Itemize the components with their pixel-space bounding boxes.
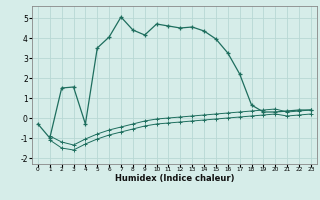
- X-axis label: Humidex (Indice chaleur): Humidex (Indice chaleur): [115, 174, 234, 183]
